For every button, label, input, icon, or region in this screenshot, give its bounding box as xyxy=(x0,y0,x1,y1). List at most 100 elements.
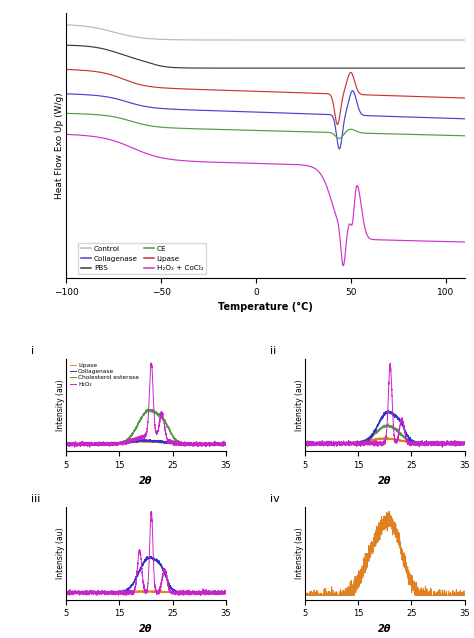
Lipase xyxy=(109,71,115,79)
PBS xyxy=(411,64,417,72)
PBS xyxy=(133,55,138,63)
Line: Collagenase: Collagenase xyxy=(66,91,465,149)
Line: H₂O₂: H₂O₂ xyxy=(66,363,226,447)
Lipase xyxy=(335,121,340,128)
Collagenase xyxy=(71,442,76,450)
Line: Control: Control xyxy=(66,25,465,40)
CE xyxy=(411,131,417,138)
Collagenase xyxy=(454,115,460,122)
H₂O₂ + CoCl₂ xyxy=(133,145,138,153)
Collagenase xyxy=(218,440,224,448)
Collagenase xyxy=(141,436,147,443)
Collagenase xyxy=(350,87,356,94)
CE xyxy=(462,132,467,140)
Lipase xyxy=(72,440,77,448)
Lipase xyxy=(64,440,69,448)
Lipase xyxy=(219,440,224,448)
Control xyxy=(64,21,69,29)
Cholesterol esterase xyxy=(218,440,224,447)
H₂O₂ + CoCl₂ xyxy=(64,131,69,138)
Cholesterol esterase xyxy=(64,440,69,447)
Text: i: i xyxy=(31,346,35,356)
H₂O₂ + CoCl₂ xyxy=(234,159,239,167)
Lipase xyxy=(411,93,417,100)
H₂O₂ + CoCl₂ xyxy=(340,262,346,270)
Line: Cholesterol esterase: Cholesterol esterase xyxy=(66,409,226,447)
Text: iii: iii xyxy=(31,494,41,505)
H₂O₂ xyxy=(137,433,143,440)
H₂O₂ xyxy=(189,440,195,448)
Y-axis label: Intensity (au): Intensity (au) xyxy=(295,528,304,579)
Y-axis label: Intensity (au): Intensity (au) xyxy=(56,380,65,431)
X-axis label: 2θ: 2θ xyxy=(139,624,153,634)
Text: iv: iv xyxy=(270,494,280,505)
X-axis label: 2θ: 2θ xyxy=(378,624,392,634)
Control xyxy=(411,36,417,44)
PBS xyxy=(234,64,239,72)
PBS xyxy=(216,64,222,72)
Collagenase xyxy=(411,114,417,121)
Line: H₂O₂ + CoCl₂: H₂O₂ + CoCl₂ xyxy=(66,135,465,266)
Collagenase xyxy=(133,100,138,108)
Collagenase xyxy=(337,145,342,152)
Y-axis label: Intensity (au): Intensity (au) xyxy=(56,528,65,579)
Collagenase xyxy=(462,115,467,122)
CE xyxy=(454,132,460,140)
H₂O₂ xyxy=(219,440,224,448)
H₂O₂ + CoCl₂ xyxy=(454,238,460,246)
CE xyxy=(234,126,239,134)
Collagenase xyxy=(72,440,77,448)
CE xyxy=(133,119,138,126)
Line: PBS: PBS xyxy=(66,45,465,68)
PBS xyxy=(454,64,459,72)
Y-axis label: Heat Flow Exo Up (W/g): Heat Flow Exo Up (W/g) xyxy=(55,92,64,198)
Line: CE: CE xyxy=(66,114,465,138)
Cholesterol esterase xyxy=(189,441,195,449)
Control xyxy=(462,36,467,44)
H₂O₂ xyxy=(72,440,77,448)
Y-axis label: Intensity (au): Intensity (au) xyxy=(295,380,304,431)
Lipase xyxy=(191,441,197,449)
CE xyxy=(64,110,69,117)
PBS xyxy=(462,64,467,72)
Lipase xyxy=(462,94,467,102)
H₂O₂ + CoCl₂ xyxy=(411,237,417,244)
Lipase xyxy=(137,438,142,445)
H₂O₂ xyxy=(141,433,147,440)
X-axis label: 2θ: 2θ xyxy=(139,476,153,486)
Lipase xyxy=(133,80,138,87)
H₂O₂ xyxy=(148,359,154,367)
Collagenase xyxy=(109,94,115,101)
PBS xyxy=(64,41,69,49)
Cholesterol esterase xyxy=(72,441,77,449)
Collagenase xyxy=(64,90,69,98)
X-axis label: Temperature (°C): Temperature (°C) xyxy=(218,302,313,312)
Cholesterol esterase xyxy=(85,443,91,450)
Cholesterol esterase xyxy=(141,410,147,418)
Cholesterol esterase xyxy=(219,440,224,448)
H₂O₂ xyxy=(218,440,224,447)
Legend: Control, Collagenase, PBS, CE, Lipase, H₂O₂ + CoCl₂: Control, Collagenase, PBS, CE, Lipase, H… xyxy=(78,243,206,274)
Collagenase xyxy=(223,440,228,447)
Control xyxy=(133,33,138,41)
Collagenase xyxy=(189,440,195,447)
Collagenase xyxy=(141,436,147,444)
Collagenase xyxy=(64,441,69,449)
Lipase xyxy=(189,440,195,447)
Control xyxy=(454,36,459,44)
Lipase xyxy=(454,94,460,101)
Lipase xyxy=(216,86,222,94)
CE xyxy=(216,126,222,133)
H₂O₂ + CoCl₂ xyxy=(109,137,115,144)
Collagenase xyxy=(216,107,222,115)
CE xyxy=(109,112,115,120)
Text: ii: ii xyxy=(270,346,276,356)
Control xyxy=(109,27,115,35)
H₂O₂ + CoCl₂ xyxy=(216,158,222,166)
Lipase xyxy=(143,436,148,444)
Cholesterol esterase xyxy=(145,405,150,413)
Lipase xyxy=(234,87,239,94)
H₂O₂ xyxy=(223,440,228,447)
Cholesterol esterase xyxy=(223,440,228,448)
Cholesterol esterase xyxy=(137,417,143,425)
